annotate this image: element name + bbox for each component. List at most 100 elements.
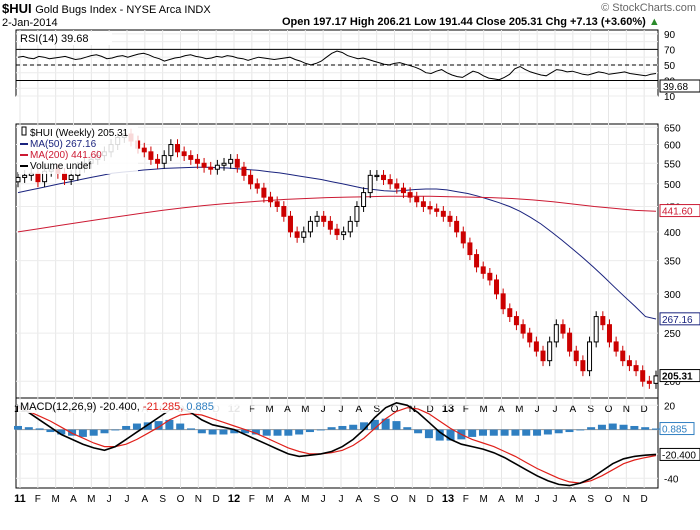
macd-y-tick: 20 — [664, 401, 676, 412]
macd-histogram-bar — [57, 429, 66, 435]
macd-label-part: 0.885 — [186, 401, 214, 413]
x-tick-label: J — [535, 494, 540, 505]
macd-histogram-bar — [165, 419, 174, 430]
x-tick-label: O — [605, 494, 613, 505]
x-tick-label: D — [641, 404, 648, 415]
macd-histogram-bar — [327, 427, 336, 430]
x-tick-label: O — [177, 494, 185, 505]
candle-down — [427, 206, 433, 210]
macd-histogram-bar — [543, 429, 552, 435]
candle-down — [480, 266, 486, 274]
macd-histogram-bar — [522, 429, 531, 436]
macd-signal-line — [17, 407, 657, 484]
macd-histogram-bar — [392, 421, 401, 430]
x-tick-label: N — [623, 404, 630, 415]
rsi-line — [17, 50, 657, 81]
candle-down — [420, 201, 426, 208]
x-tick-label: A — [284, 494, 291, 505]
macd-histogram-bar — [14, 425, 22, 430]
macd-histogram-bar — [641, 427, 650, 430]
chart-date: 2-Jan-2014 — [2, 17, 58, 29]
candle-down — [646, 380, 652, 384]
macd-histogram-bar — [554, 429, 563, 434]
candle-down — [381, 174, 387, 181]
x-tick-label: M — [515, 494, 523, 505]
rsi-value-tag — [659, 79, 700, 93]
macd-histogram-bar — [468, 429, 477, 437]
macd-histogram-bar — [360, 422, 369, 430]
rsi-y-tick: 70 — [664, 45, 676, 56]
candle-down — [460, 231, 466, 244]
macd-line — [17, 402, 657, 487]
macd-histogram-bar — [652, 428, 660, 430]
candle-down — [281, 206, 287, 217]
candle-up — [593, 316, 599, 343]
macd-histogram-bar — [533, 429, 542, 436]
x-tick-label: A — [498, 494, 505, 505]
macd-panel-frame — [15, 397, 659, 489]
candle-down — [507, 308, 513, 318]
macd-label: MACD(12,26,9) -20.400, -21.285, 0.885 — [20, 401, 214, 413]
macd-histogram-bar — [251, 429, 260, 435]
x-tick-label: M — [479, 404, 487, 415]
macd-histogram-bar — [176, 423, 185, 430]
macd-histogram-bar — [403, 427, 412, 430]
candle-down — [241, 166, 247, 176]
x-tick-label: S — [587, 494, 594, 505]
macd-histogram-bar — [435, 429, 444, 441]
x-tick-label: J — [553, 494, 558, 505]
macd-y-tick: -40 — [664, 474, 679, 485]
x-tick-label: N — [409, 494, 416, 505]
x-tick-label: D — [641, 494, 648, 505]
macd-value-tag-text: -20.400 — [662, 450, 696, 461]
x-tick-label: M — [265, 494, 273, 505]
candle-down — [407, 192, 413, 198]
x-tick-label: A — [569, 404, 576, 415]
candle-up — [314, 215, 320, 222]
macd-histogram-bar — [316, 429, 325, 431]
macd-histogram-bar — [424, 429, 433, 439]
macd-label-part: MACD(12,26,9) — [20, 401, 99, 413]
macd-histogram-bar — [511, 429, 520, 436]
rsi-label-bg — [18, 32, 112, 45]
x-tick-label: A — [141, 494, 148, 505]
candle-up — [168, 144, 174, 157]
x-tick-label: A — [569, 494, 576, 505]
rsi-value-tag-text: 39.68 — [663, 82, 688, 93]
candle-down — [327, 220, 333, 230]
price-y-tick: 500 — [664, 180, 681, 191]
price-y-tick: 300 — [664, 290, 681, 301]
x-tick-label: M — [479, 494, 487, 505]
candle-down — [474, 254, 480, 268]
candle-down — [35, 172, 41, 183]
macd-label-bg — [18, 400, 250, 413]
candle-up — [547, 341, 553, 362]
price-y-tick: 550 — [664, 159, 681, 170]
candle-up — [347, 220, 353, 233]
close-value-tag — [659, 369, 700, 383]
candle-down — [580, 360, 586, 372]
macd-histogram-bar — [111, 429, 120, 431]
candle-up — [221, 162, 227, 166]
macd-histogram-bar — [284, 429, 293, 436]
ma50-value-tag — [659, 312, 700, 326]
x-tick-label: A — [284, 404, 291, 415]
macd-histogram-bar — [565, 429, 574, 433]
candle-down — [467, 242, 473, 256]
rsi-label: RSI(14) 39.68 — [20, 33, 88, 45]
x-tick-label: 11 — [14, 493, 26, 505]
candle-down — [294, 231, 300, 238]
stockcharts-watermark: © StockCharts.com — [601, 2, 696, 14]
candle-down — [520, 324, 526, 334]
macd-histogram-bar — [46, 429, 55, 433]
price-y-tick: 200 — [664, 377, 681, 388]
candle-down — [400, 187, 406, 194]
ticker-symbol: $HUI — [2, 1, 32, 16]
x-tick-label: J — [321, 404, 326, 415]
x-tick-label: S — [373, 404, 380, 415]
x-tick-label: F — [463, 404, 469, 415]
price-legend-entry: $HUI (Weekly) 205.31 — [30, 128, 129, 139]
candle-down — [494, 279, 499, 295]
x-tick-label: J — [107, 494, 112, 505]
